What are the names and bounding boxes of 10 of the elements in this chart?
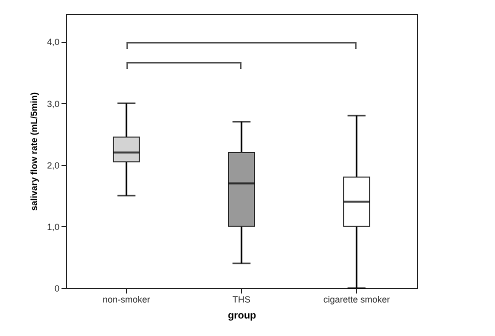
- x-tick-label: THS: [232, 294, 250, 304]
- y-tick-label: 2,0: [46, 160, 60, 170]
- x-tick-label: cigarette smoker: [323, 294, 390, 304]
- x-tick-label: non-smoker: [102, 294, 150, 304]
- y-tick-label: 4,0: [46, 37, 60, 48]
- y-tick-label: 3,0: [46, 98, 60, 109]
- y-tick-label: 1,0: [46, 222, 60, 232]
- y-axis-title: salivary flow rate (mL/5min): [28, 92, 39, 211]
- y-tick-label: 0: [54, 284, 60, 294]
- x-axis-title: group: [228, 310, 256, 322]
